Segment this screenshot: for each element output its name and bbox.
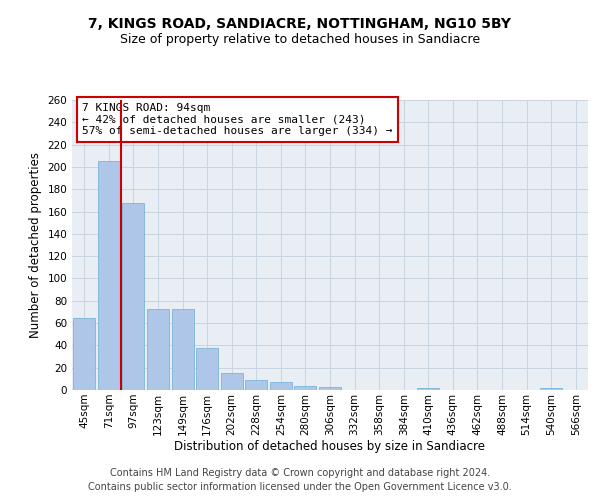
Bar (98, 162, 120, 390)
Bar (221, 374, 243, 390)
Bar (122, 202, 145, 390)
Bar (73, 318, 95, 390)
Text: 7 KINGS ROAD: 94sqm
← 42% of detached houses are smaller (243)
57% of semi-detac: 7 KINGS ROAD: 94sqm ← 42% of detached ho… (82, 103, 393, 136)
Text: Contains HM Land Registry data © Crown copyright and database right 2024.
Contai: Contains HM Land Registry data © Crown c… (88, 468, 512, 492)
Bar (417, 388, 439, 390)
Bar (295, 386, 316, 390)
Bar (270, 382, 292, 390)
Bar (147, 308, 169, 390)
Bar (245, 380, 268, 390)
Bar (540, 388, 562, 390)
Text: 7, KINGS ROAD, SANDIACRE, NOTTINGHAM, NG10 5BY: 7, KINGS ROAD, SANDIACRE, NOTTINGHAM, NG… (89, 18, 511, 32)
Bar (319, 386, 341, 390)
Bar (196, 348, 218, 390)
Bar (172, 308, 194, 390)
X-axis label: Distribution of detached houses by size in Sandiacre: Distribution of detached houses by size … (175, 440, 485, 454)
Text: Size of property relative to detached houses in Sandiacre: Size of property relative to detached ho… (120, 32, 480, 46)
Y-axis label: Number of detached properties: Number of detached properties (29, 152, 42, 338)
